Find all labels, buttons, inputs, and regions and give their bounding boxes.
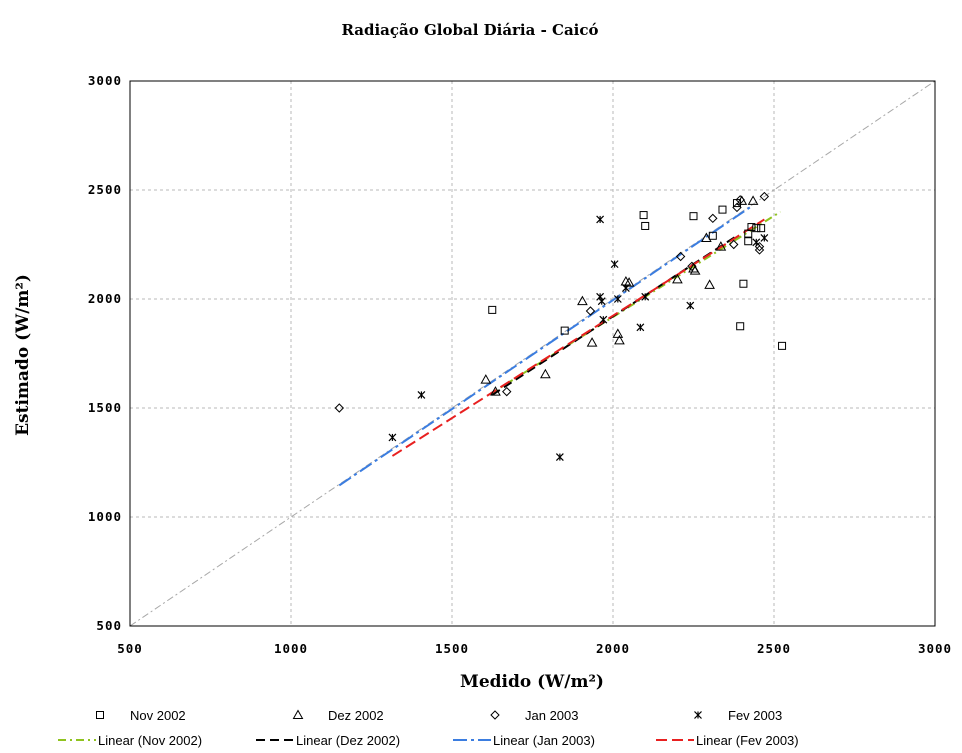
legend-label: Fev 2003 [728,708,782,723]
data-point [718,205,727,214]
data-point [488,305,497,314]
x-tick-labels: 500 1000 1500 2000 2500 3000 [117,641,952,656]
data-point [612,328,624,338]
y-tick-label: 1000 [88,509,122,524]
legend-marker [694,711,702,719]
x-tick-label: 1500 [435,641,469,656]
data-point [585,306,596,316]
data-point [610,260,619,269]
legend-label: Dez 2002 [328,708,384,723]
trendline [338,206,751,487]
legend-label: Linear (Fev 2003) [696,733,799,748]
legend-marker [490,710,500,720]
legend-marker [292,709,304,719]
data-point [636,323,645,332]
data-point [599,315,608,324]
data-point [596,215,605,224]
data-point [708,231,717,240]
trendlines [338,206,781,487]
y-tick-label: 3000 [88,73,122,88]
data-point [752,238,761,247]
data-point [752,224,761,233]
data-point [672,273,683,284]
data-point [621,284,630,293]
legend-label: Linear (Jan 2003) [493,733,595,748]
data-point [597,297,606,306]
data-point [686,301,695,310]
data-point [388,433,397,442]
data-point [778,341,787,350]
data-point [739,279,748,288]
data-point [334,403,345,413]
data-point [540,368,551,379]
data-point [689,212,698,221]
legend-label: Linear (Dez 2002) [296,733,400,748]
data-point [560,326,569,335]
data-point [754,245,765,255]
data-point [675,251,686,262]
data-point [480,374,492,384]
data-points [334,191,787,461]
data-point [687,261,697,272]
y-tick-labels: 500 1000 1500 2000 2500 3000 [88,73,122,633]
data-point [614,334,625,345]
data-point [639,211,648,220]
data-point [736,322,745,331]
data-point [704,279,715,289]
data-point [689,265,701,275]
data-point [641,221,650,230]
data-point [641,292,650,301]
x-axis-title: Medido (W/m²) [460,672,604,692]
data-point [577,295,588,306]
legend-label: Nov 2002 [130,708,186,723]
data-point [732,202,742,213]
y-tick-label: 2000 [88,291,122,306]
data-point [623,277,635,287]
data-point [729,239,739,250]
chart-title: Radiação Global Diária - Caicó [341,21,598,39]
y-tick-label: 2500 [88,182,122,197]
legend-label: Jan 2003 [525,708,579,723]
data-point [760,234,769,242]
data-point [735,195,745,205]
data-point [555,453,564,461]
data-point [744,237,753,246]
data-point [747,195,759,205]
data-point [759,191,770,202]
data-point [490,386,501,396]
data-point [715,241,727,251]
y-axis-title: Estimado (W/m²) [13,274,33,436]
x-tick-label: 1000 [274,641,308,656]
data-point [747,223,756,232]
data-point [757,224,766,233]
legend-label: Linear (Nov 2002) [98,733,202,748]
x-tick-label: 500 [117,641,143,656]
data-point [586,337,598,347]
legend-marker [96,711,104,719]
y-tick-label: 1500 [88,400,122,415]
y-tick-label: 500 [96,618,122,633]
legend: Nov 2002 Dez 2002 Jan 2003 Fev 2003 Linear (… [58,708,799,748]
data-point [708,213,718,224]
grid [130,81,935,626]
data-point [502,386,512,397]
x-tick-label: 2500 [757,641,791,656]
plot-frame [129,80,936,627]
data-point [417,390,426,399]
x-tick-label: 2000 [596,641,630,656]
x-tick-label: 3000 [918,641,952,656]
data-point [701,232,712,242]
trendline [391,218,765,457]
data-point [613,295,622,303]
